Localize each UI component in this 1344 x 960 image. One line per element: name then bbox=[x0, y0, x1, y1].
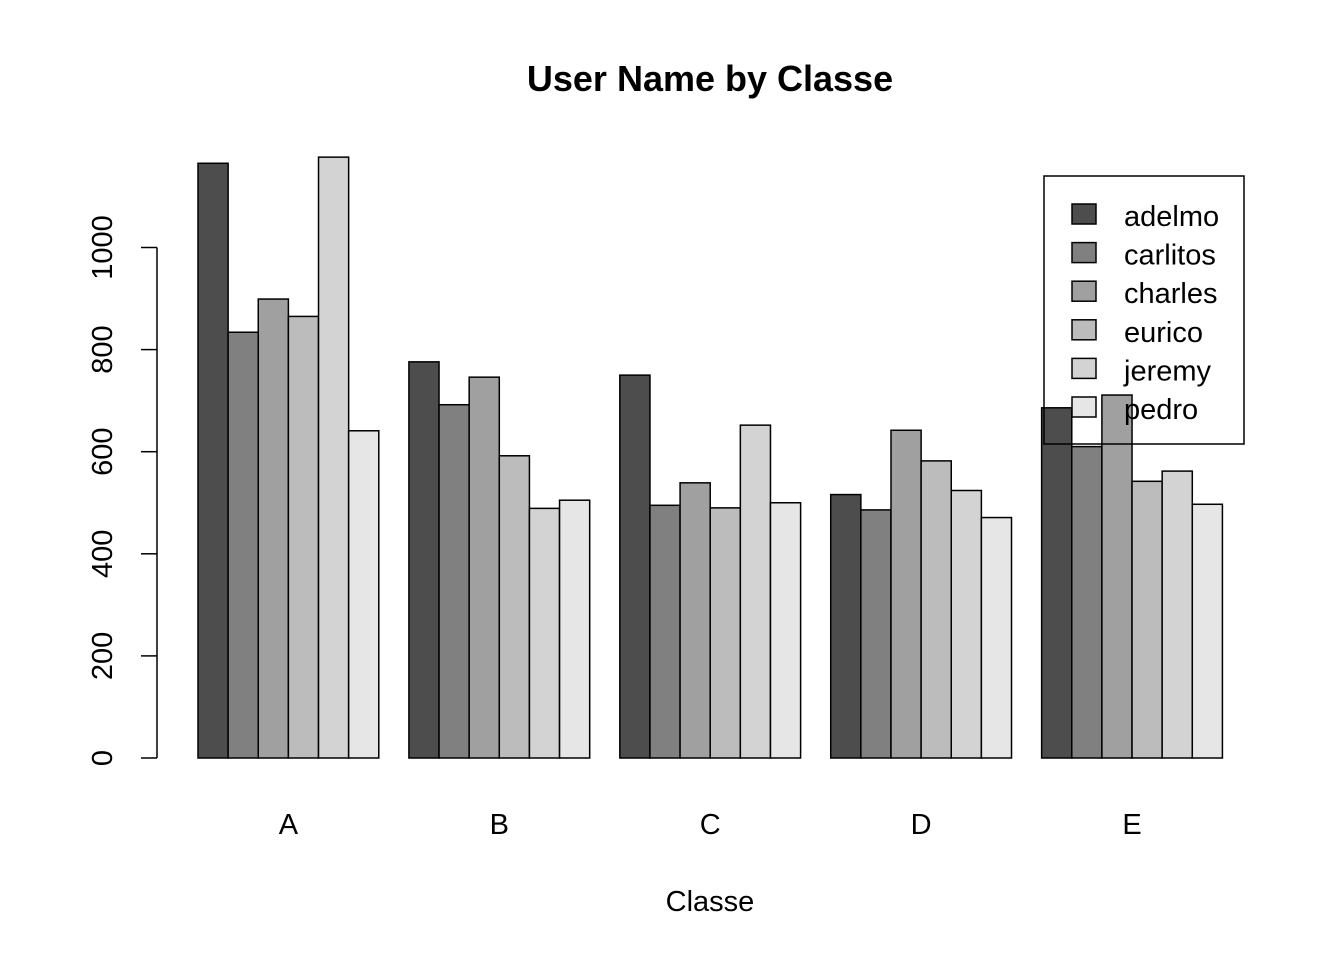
y-axis: 0 200 400 600 800 1000 bbox=[87, 215, 158, 766]
y-tick-label: 200 bbox=[87, 632, 119, 680]
bar-D-charles bbox=[890, 429, 922, 759]
x-axis: A B C D E bbox=[279, 809, 1142, 841]
bar-C-adelmo bbox=[619, 374, 651, 759]
bar-A-carlitos bbox=[227, 331, 260, 759]
bar-B-pedro bbox=[558, 499, 591, 759]
bar-E-eurico bbox=[1131, 480, 1163, 759]
bar-A-charles bbox=[257, 298, 290, 759]
bar-C-pedro bbox=[769, 502, 802, 759]
chart-title: User Name by Classe bbox=[527, 58, 893, 99]
legend-swatch-jeremy bbox=[1071, 357, 1097, 380]
legend-label-eurico: eurico bbox=[1124, 317, 1203, 349]
bar-E-pedro bbox=[1191, 503, 1224, 759]
x-tick-label: D bbox=[911, 809, 932, 841]
legend-label-charles: charles bbox=[1124, 278, 1218, 310]
y-tick-label: 600 bbox=[87, 428, 119, 476]
x-tick-label: A bbox=[279, 809, 299, 841]
legend-label-jeremy: jeremy bbox=[1123, 355, 1212, 387]
x-axis-label: Classe bbox=[666, 886, 755, 918]
bar-A-eurico bbox=[287, 315, 320, 759]
x-tick-label: B bbox=[490, 809, 509, 841]
bar-D-eurico bbox=[920, 460, 952, 759]
x-tick-label: C bbox=[700, 809, 721, 841]
bar-B-adelmo bbox=[408, 361, 440, 759]
legend: adelmo carlitos charles eurico jeremy pedro bbox=[1043, 175, 1245, 445]
bar-E-charles bbox=[1101, 394, 1133, 759]
legend-swatch-pedro bbox=[1071, 396, 1097, 418]
y-tick-label: 1000 bbox=[87, 215, 119, 280]
bar-A-adelmo bbox=[197, 162, 229, 759]
legend-label-adelmo: adelmo bbox=[1124, 201, 1219, 233]
legend-swatch-carlitos bbox=[1071, 241, 1097, 264]
y-tick-label: 400 bbox=[87, 530, 119, 578]
bar-D-pedro bbox=[980, 516, 1013, 759]
bar-D-adelmo bbox=[829, 493, 862, 759]
legend-swatch-adelmo bbox=[1071, 203, 1097, 225]
bar-B-jeremy bbox=[528, 507, 561, 759]
legend-swatch-eurico bbox=[1071, 319, 1097, 341]
legend-swatch-charles bbox=[1071, 280, 1097, 302]
bar-B-charles bbox=[468, 376, 501, 759]
bar-A-pedro bbox=[347, 430, 380, 759]
bar-B-eurico bbox=[498, 455, 531, 759]
bar-C-carlitos bbox=[649, 504, 681, 759]
bars-group bbox=[197, 156, 1224, 759]
y-tick-label: 800 bbox=[87, 325, 119, 373]
x-tick-label: E bbox=[1122, 809, 1141, 841]
bar-E-jeremy bbox=[1161, 470, 1194, 759]
legend-label-pedro: pedro bbox=[1124, 394, 1198, 426]
legend-box bbox=[1043, 175, 1245, 445]
bar-C-eurico bbox=[709, 507, 742, 759]
legend-label-carlitos: carlitos bbox=[1124, 240, 1216, 272]
bar-E-adelmo bbox=[1040, 407, 1073, 759]
bar-D-jeremy bbox=[950, 489, 983, 759]
bar-C-jeremy bbox=[739, 424, 772, 759]
bar-B-carlitos bbox=[438, 403, 470, 759]
bar-A-jeremy bbox=[317, 156, 350, 759]
bar-C-charles bbox=[679, 482, 711, 759]
bar-E-carlitos bbox=[1071, 445, 1103, 759]
y-tick-label: 0 bbox=[87, 750, 119, 766]
bar-D-carlitos bbox=[860, 509, 892, 759]
